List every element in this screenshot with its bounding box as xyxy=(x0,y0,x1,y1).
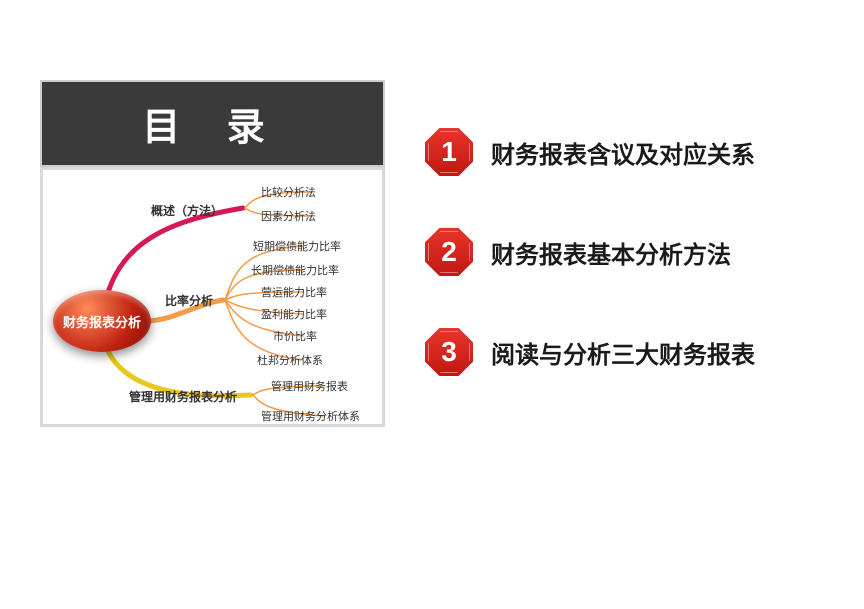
mindmap-leaf-label: 管理用财务分析体系 xyxy=(261,408,360,424)
mindmap-branch-label: 概述（方法） xyxy=(151,202,223,219)
mindmap-leaf-label: 短期偿债能力比率 xyxy=(253,238,341,254)
mindmap-center-node: 财务报表分析 xyxy=(53,290,151,352)
toc-badge-3: 3 xyxy=(425,328,473,376)
mindmap-leaf-label: 营运能力比率 xyxy=(261,284,327,300)
mindmap-leaf-label: 管理用财务报表 xyxy=(271,378,348,394)
mindmap-leaf-label: 比较分析法 xyxy=(261,184,316,200)
toc-item-2: 2 财务报表基本分析方法 xyxy=(425,228,755,276)
toc-badge-2: 2 xyxy=(425,228,473,276)
mindmap-box: 财务报表分析 概述（方法） 比较分析法因素分析法比率分析 短期偿债能力比率长期偿债能… xyxy=(40,167,385,427)
toc-title: 目 录 xyxy=(40,80,385,167)
toc-text-3: 阅读与分析三大财务报表 xyxy=(491,335,755,370)
toc-item-1: 1 财务报表含议及对应关系 xyxy=(425,128,755,176)
mindmap-leaf-label: 因素分析法 xyxy=(261,208,316,224)
mindmap-leaf-label: 长期偿债能力比率 xyxy=(251,262,339,278)
toc-text-1: 财务报表含议及对应关系 xyxy=(491,135,755,170)
mindmap-leaf-label: 杜邦分析体系 xyxy=(257,352,323,368)
mindmap-leaf-label: 盈利能力比率 xyxy=(261,306,327,322)
mindmap-branch-label: 管理用财务报表分析 xyxy=(129,388,237,405)
toc-badge-1: 1 xyxy=(425,128,473,176)
mindmap-leaf-label: 市价比率 xyxy=(273,328,317,344)
toc-list: 1 财务报表含议及对应关系 2 财务报表基本分析方法 3 阅读与分析三大财务报表 xyxy=(425,128,755,428)
toc-text-2: 财务报表基本分析方法 xyxy=(491,235,731,270)
toc-item-3: 3 阅读与分析三大财务报表 xyxy=(425,328,755,376)
mindmap-branch-label: 比率分析 xyxy=(165,292,213,309)
main-container: 目 录 财务报表分析 概述（方法） 比较分析法因素分析法比率分析 短期偿债能力比率长… xyxy=(0,0,864,428)
left-panel: 目 录 财务报表分析 概述（方法） 比较分析法因素分析法比率分析 短期偿债能力比率长… xyxy=(40,80,385,427)
